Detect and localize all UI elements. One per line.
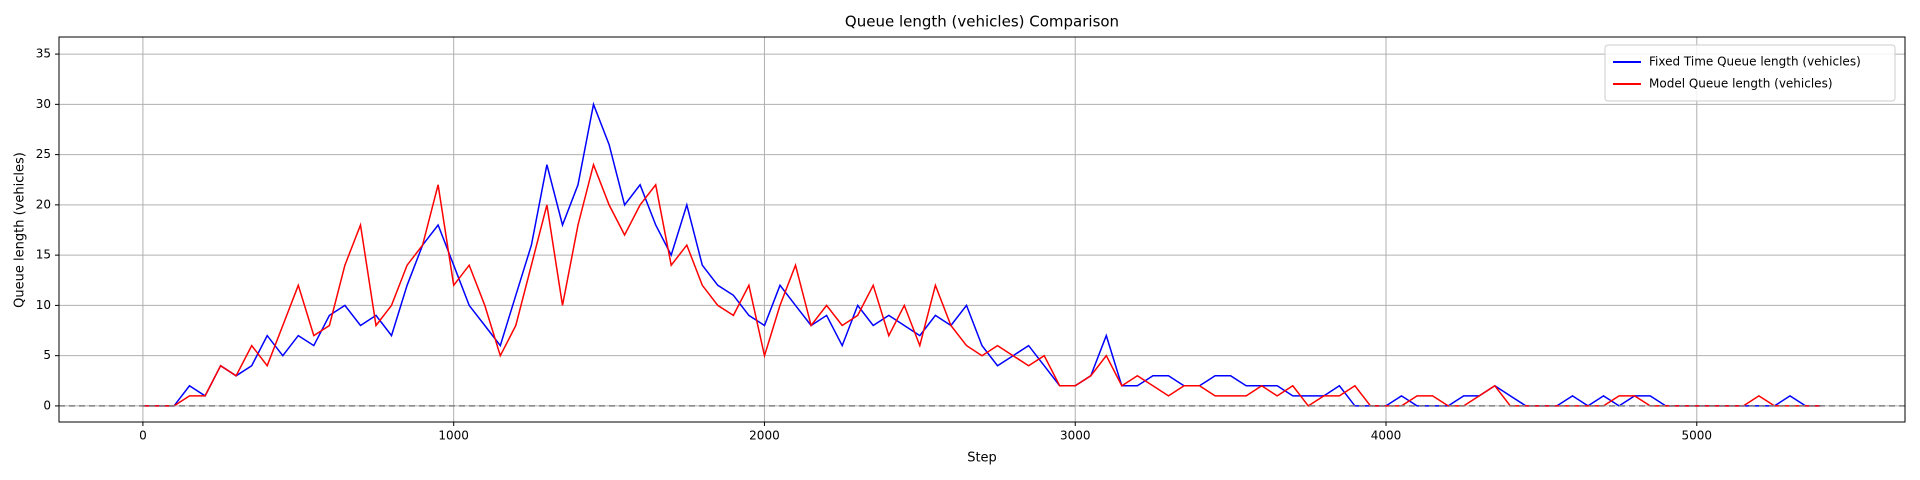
y-tick-label: 15 [36, 248, 51, 262]
y-tick-label: 35 [36, 47, 51, 61]
y-tick-label: 25 [36, 147, 51, 161]
chart-title: Queue length (vehicles) Comparison [845, 13, 1119, 31]
x-tick-label: 1000 [438, 429, 469, 443]
x-axis-label: Step [967, 451, 997, 466]
x-tick-label: 3000 [1060, 429, 1091, 443]
y-axis-label: Queue length (vehicles) [13, 152, 28, 308]
y-tick-label: 0 [43, 398, 51, 412]
y-tick-label: 30 [36, 97, 51, 111]
data-line [142, 162, 1822, 407]
x-tick-label: 5000 [1682, 429, 1713, 443]
y-tick-label: 10 [36, 298, 51, 312]
plot-frame [58, 36, 1906, 423]
y-tick-label: 5 [43, 348, 51, 362]
legend-label: Fixed Time Queue length (vehicles) [1649, 55, 1861, 69]
x-tick-label: 0 [139, 429, 147, 443]
legend-label: Model Queue length (vehicles) [1649, 77, 1833, 91]
legend-box [1604, 44, 1896, 102]
y-tick-label: 20 [36, 197, 51, 211]
x-tick-label: 2000 [749, 429, 780, 443]
x-tick-label: 4000 [1371, 429, 1402, 443]
